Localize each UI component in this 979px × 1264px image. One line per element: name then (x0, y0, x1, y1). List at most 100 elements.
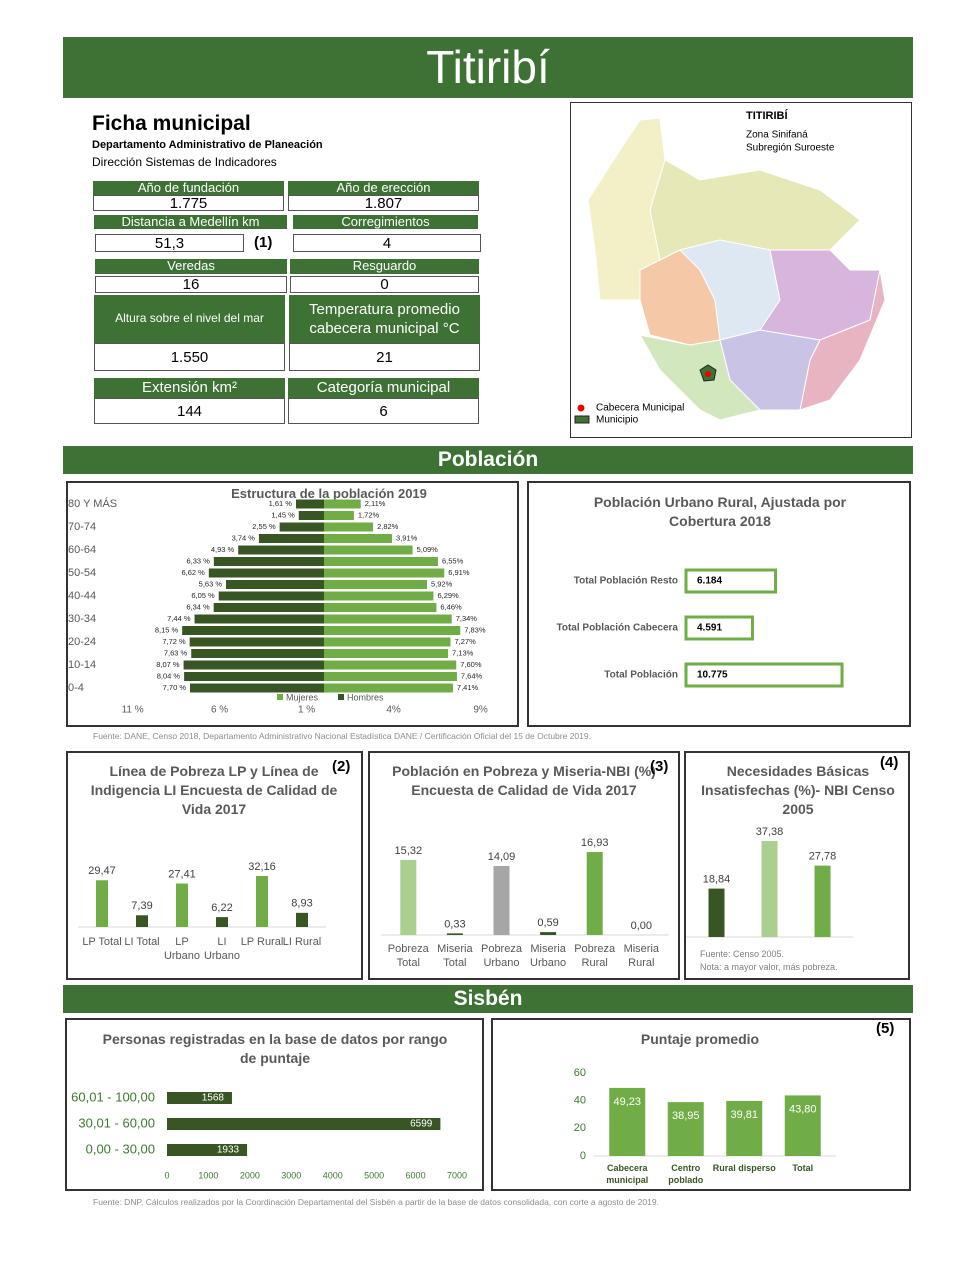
bar (216, 917, 228, 927)
value-label: 37,38 (756, 826, 784, 838)
bar (324, 591, 434, 601)
y-tick-label: 30,01 - 60,00 (78, 1115, 155, 1130)
value-label: 2,82% (377, 522, 399, 531)
bar (324, 499, 361, 509)
x-tick-label: Pobreza Total (387, 943, 429, 970)
bar (324, 534, 393, 543)
value-label: 15,32 (395, 845, 423, 857)
x-tick-label: Total (792, 1163, 814, 1173)
value-label: 7,34% (456, 614, 478, 623)
y-tick-label: Total Población (604, 670, 678, 681)
x-tick-label: LP Total (82, 936, 122, 948)
y-tick-label: 0-4 (68, 682, 84, 694)
x-tick-label: Pobreza Rural (574, 943, 616, 970)
y-tick-label: 50-54 (68, 567, 96, 579)
legend-swatch (577, 404, 584, 411)
x-tick-label: Cabecera municipal (606, 1163, 649, 1185)
x-tick-label: Miseria Rural (623, 943, 660, 970)
field-label: Extensión km² (94, 378, 285, 398)
chart-panel (65, 1018, 484, 1191)
x-tick-label: 0 (164, 1170, 169, 1180)
bar (784, 1095, 821, 1156)
field-value: 144 (94, 398, 285, 424)
value-label: 8,93 (291, 898, 312, 910)
x-tick-label: 9% (473, 705, 488, 716)
bar (540, 932, 557, 935)
value-label: 7,13% (452, 648, 474, 657)
x-tick-label: 2000 (240, 1170, 260, 1180)
x-tick-label: Pobreza Urbano (480, 943, 522, 970)
value-label: 4.591 (697, 623, 722, 634)
field-value: 1.550 (94, 343, 285, 371)
x-tick-label: 6 % (211, 705, 228, 716)
bar (324, 683, 453, 693)
value-label: 6,62 % (181, 568, 205, 577)
bar (226, 580, 324, 589)
value-label: 49,23 (613, 1096, 641, 1108)
value-label: 5,63 % (199, 579, 223, 588)
value-label: 7,27% (454, 637, 476, 646)
value-label: 6,34 % (186, 602, 210, 611)
value-label: 5,09% (417, 545, 439, 554)
x-tick-label: 4% (386, 705, 401, 716)
bar (136, 915, 148, 927)
chart-panel (491, 1018, 911, 1191)
bar (191, 649, 324, 658)
x-tick-label: Miseria Total (437, 943, 473, 970)
bar (324, 637, 451, 647)
field-label: Resguardo (290, 259, 479, 274)
value-label: 27,78 (809, 851, 837, 863)
y-tick-label: Total Población Resto (574, 576, 678, 587)
bar (400, 859, 417, 935)
bar (189, 637, 324, 647)
value-label: 43,80 (789, 1103, 817, 1115)
legend-swatch (574, 415, 589, 423)
bar (190, 683, 324, 693)
y-tick-label: 70-74 (68, 521, 96, 533)
bar (324, 557, 438, 566)
bar (184, 672, 324, 681)
value-label: 27,41 (168, 868, 196, 880)
ficha-unit: Dirección Sistemas de Indicadores (92, 155, 277, 169)
y-tick-label: 60 (574, 1067, 586, 1079)
value-label: 1,45 % (271, 510, 295, 519)
value-label: 7,64% (461, 671, 483, 680)
value-label: 16,93 (581, 837, 609, 849)
chart-title: Necesidades Básicas Insatisfechas (%)- N… (701, 763, 895, 817)
bar (609, 1087, 646, 1156)
value-label: 32,16 (248, 861, 276, 873)
value-label: 6,91% (448, 568, 470, 577)
value-label: 1933 (217, 1145, 240, 1156)
x-tick-label: Rural disperso (712, 1163, 776, 1173)
bar (324, 614, 452, 624)
chart-title: Personas registradas en la base de datos… (102, 1031, 448, 1066)
bar (726, 1100, 763, 1156)
x-tick-label: 3000 (281, 1170, 301, 1180)
chart-panel (684, 751, 910, 980)
x-tick-label: LI Rural (282, 936, 322, 948)
value-label: 1,61 % (269, 499, 293, 508)
bar (324, 649, 449, 658)
field-label: Distancia a Medellín km (94, 215, 287, 229)
bar (167, 1144, 248, 1156)
x-tick-label: Miseria Urbano (530, 943, 567, 970)
y-tick-label: 80 Y MÁS (68, 497, 117, 510)
x-tick-label: Centro poblado (668, 1163, 704, 1185)
bar (684, 615, 754, 641)
field-value: 1.775 (93, 195, 284, 212)
bar (256, 875, 268, 927)
x-tick-label: 4000 (323, 1170, 343, 1180)
value-label: 2,11% (365, 499, 386, 508)
chart-title: Puntaje promedio (640, 1031, 760, 1047)
bar (324, 580, 428, 589)
bar (194, 614, 324, 624)
bar (324, 522, 374, 532)
field-label: Categoría municipal (288, 378, 479, 398)
value-label: 5,92% (431, 579, 453, 588)
x-tick-label: LI Total (124, 936, 160, 948)
chart-note: (2) (332, 758, 351, 775)
value-label: 7,44 % (167, 614, 191, 623)
chart-note: (4) (880, 754, 899, 771)
value-label: 7,63 % (164, 648, 188, 657)
bar (586, 852, 603, 935)
